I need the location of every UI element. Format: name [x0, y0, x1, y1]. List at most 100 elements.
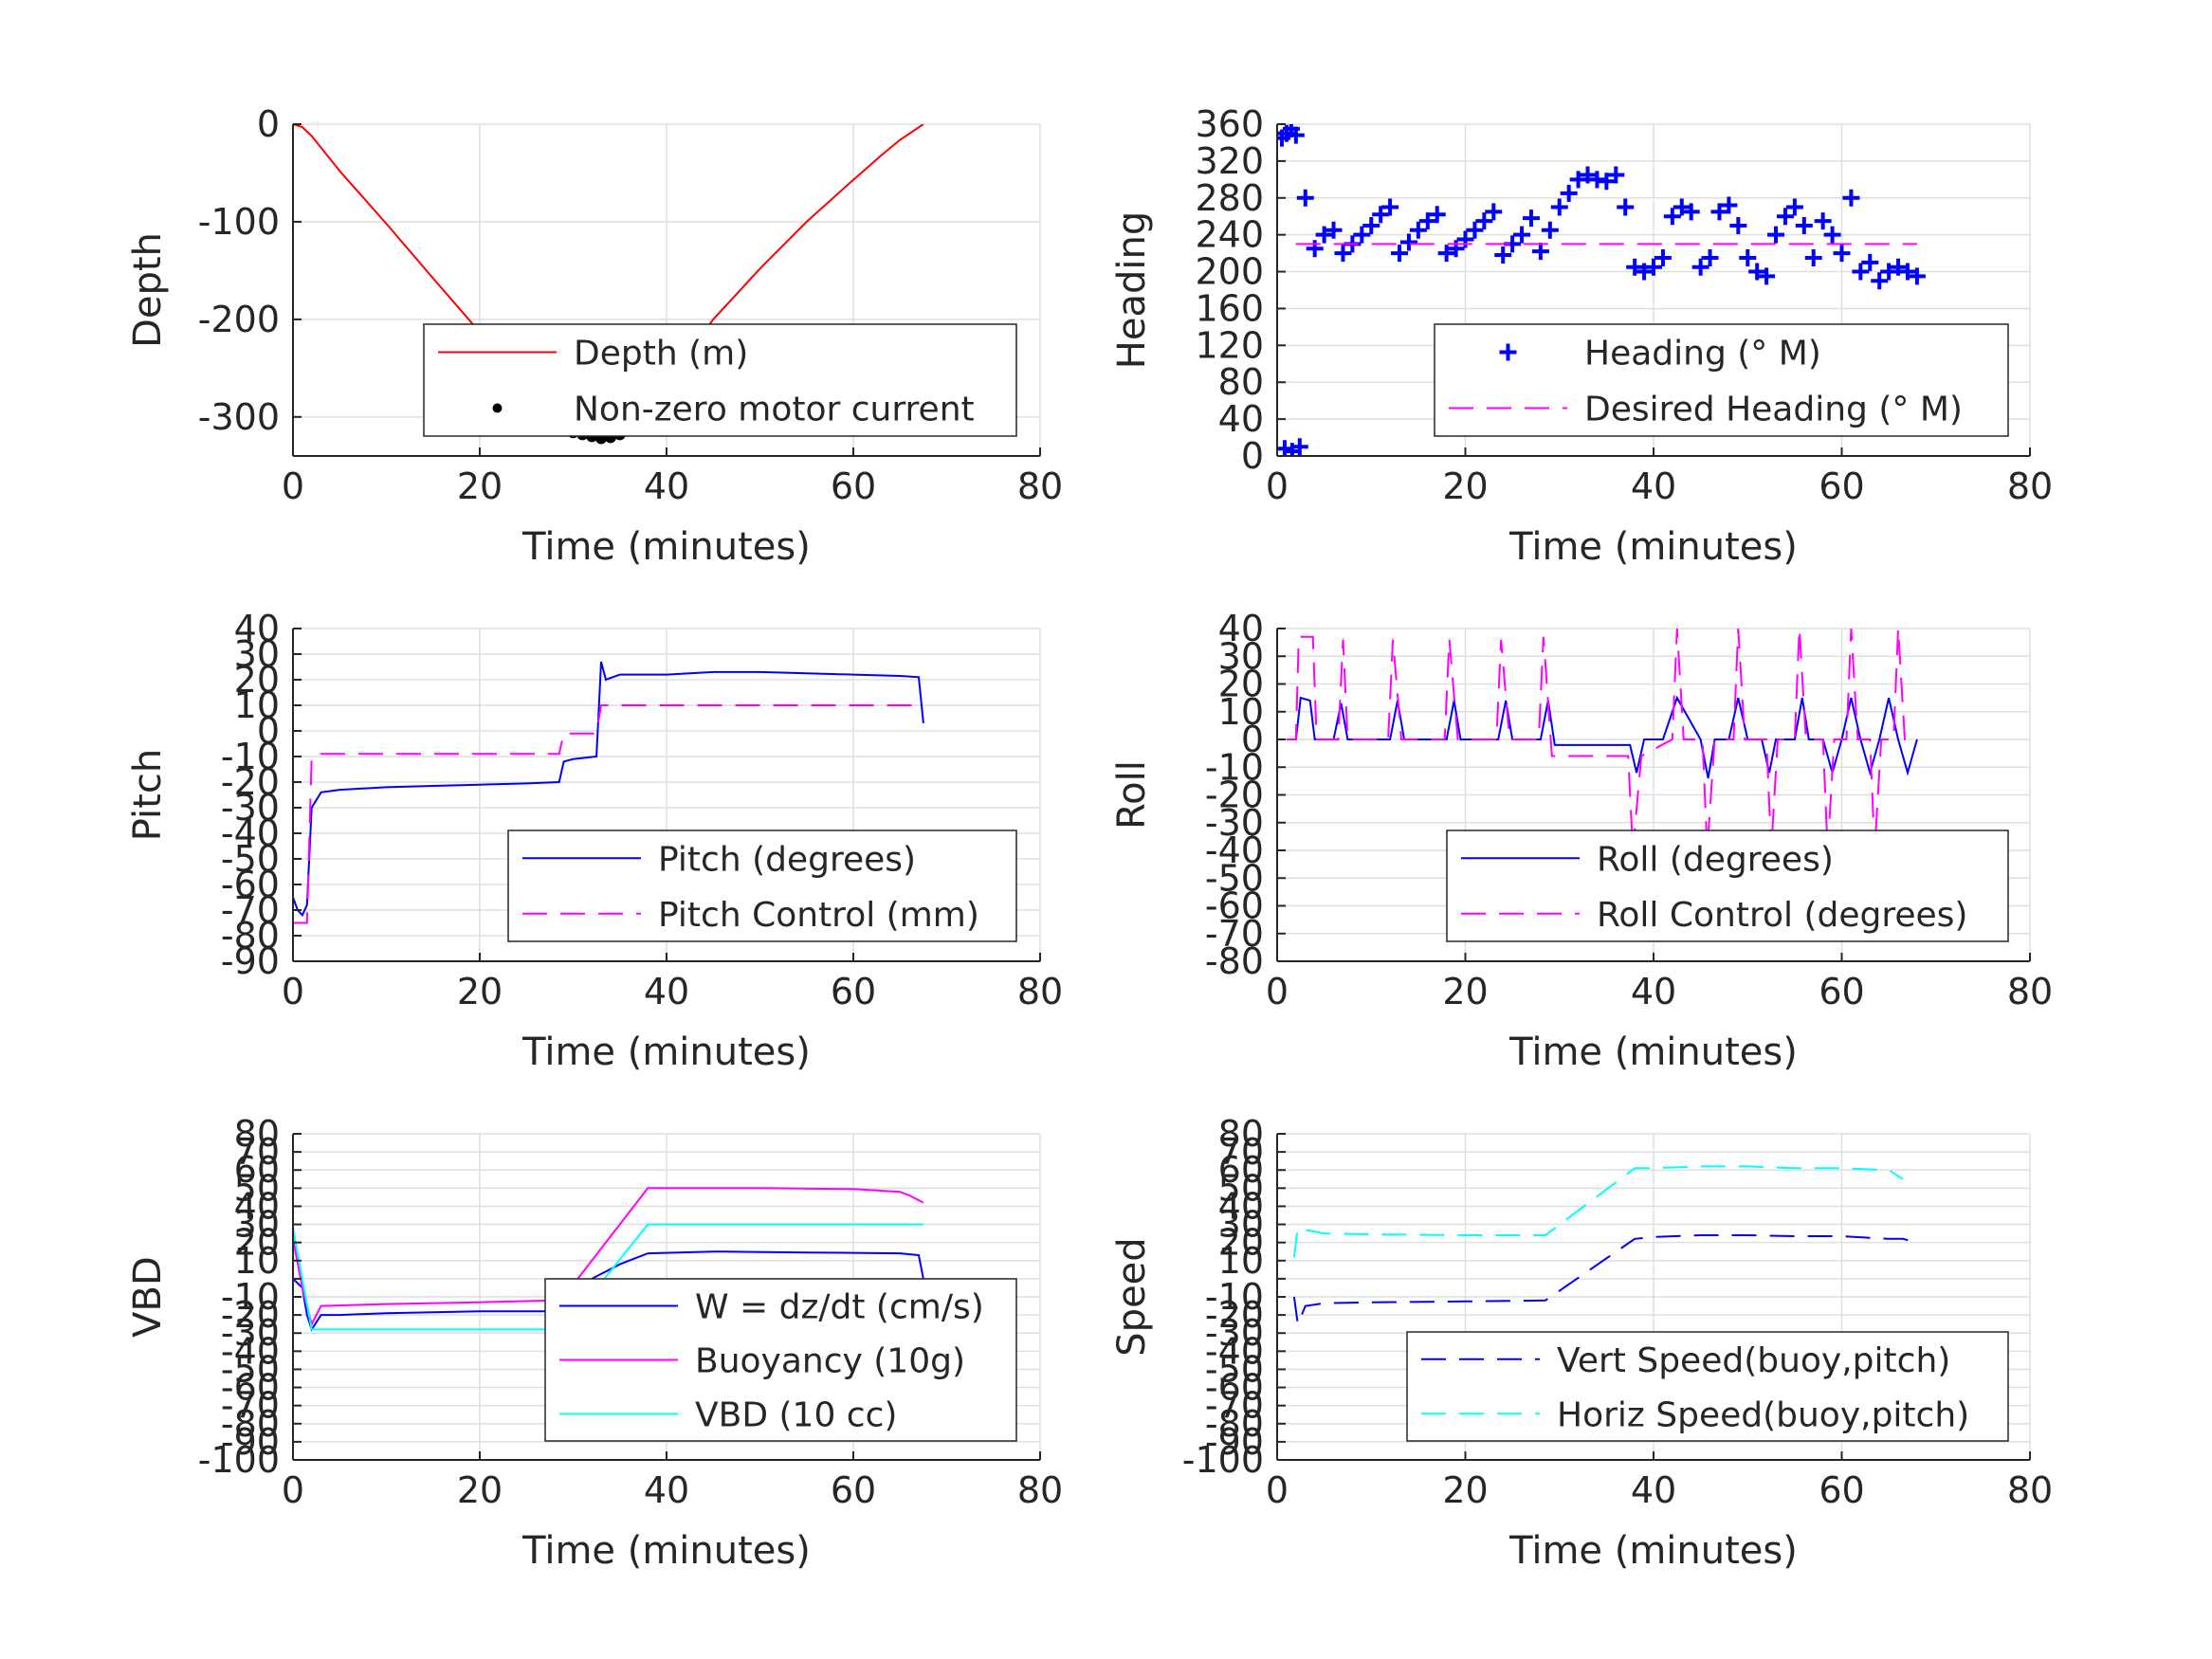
- data-point: [1673, 198, 1691, 216]
- chart-speed: 0 20 40 60 808070605040302010-10-20-30-40-50…: [1110, 1113, 2053, 1573]
- data-point: [1871, 272, 1889, 290]
- y-axis-label: Roll: [1110, 760, 1154, 830]
- y-tick-label: 50: [234, 1167, 280, 1209]
- data-point: [1541, 221, 1559, 239]
- x-axis-label: Time (minutes): [521, 1529, 811, 1573]
- data-point: [1475, 212, 1493, 230]
- data-point: [1833, 245, 1851, 263]
- y-tick-label: 280: [1195, 177, 1264, 219]
- y-tick-label: 160: [1195, 287, 1264, 329]
- data-point: [1381, 198, 1399, 216]
- y-tick-label: 30: [1218, 635, 1264, 677]
- y-tick-label: -80: [1205, 1403, 1264, 1445]
- data-point: [1485, 203, 1503, 221]
- y-tick-label: 120: [1195, 324, 1264, 366]
- y-tick-label: 20: [234, 659, 280, 701]
- y-tick-label: -10: [221, 1276, 280, 1318]
- x-tick-label: 60: [1819, 971, 1864, 1012]
- x-tick-label: 0: [282, 465, 304, 507]
- x-tick-label: 0: [1266, 1469, 1289, 1511]
- legend: Roll (degrees) Roll Control (degrees): [1446, 830, 2009, 942]
- legend-swatch: [492, 403, 503, 413]
- data-point: [1550, 198, 1568, 216]
- series-roll-0: [1286, 695, 1918, 779]
- y-axis-label: VBD: [126, 1256, 170, 1338]
- y-tick-label: 10: [234, 1240, 280, 1282]
- x-tick-label: 80: [1017, 1469, 1063, 1511]
- x-tick-label: 80: [2007, 1469, 2053, 1511]
- legend-box: [1446, 830, 2009, 942]
- y-tick-label: -20: [1205, 1294, 1264, 1336]
- x-tick-label: 40: [644, 465, 689, 507]
- y-tick-label: 40: [1218, 608, 1264, 649]
- data-point: [1739, 248, 1757, 266]
- y-axis-label: Speed: [1110, 1237, 1154, 1356]
- x-tick-label: 60: [831, 971, 876, 1012]
- data-point: [1296, 189, 1314, 207]
- data-point: [1579, 166, 1597, 184]
- series-line: [1292, 1165, 1904, 1258]
- x-axis-label: Time (minutes): [1508, 525, 1798, 569]
- y-tick-label: 60: [1218, 1149, 1264, 1191]
- legend-entry: Heading (° M): [1584, 335, 1821, 374]
- x-tick-label: 40: [1631, 465, 1676, 507]
- legend-box: [1406, 1331, 2009, 1442]
- data-point: [1626, 258, 1644, 276]
- data-point: [1456, 230, 1474, 248]
- data-point: [1391, 245, 1409, 263]
- data-point: [1428, 206, 1446, 224]
- x-tick-label: 80: [1017, 971, 1063, 1012]
- x-axis-label: Time (minutes): [521, 525, 811, 569]
- data-point: [1767, 226, 1785, 244]
- y-tick-label: -60: [221, 864, 280, 905]
- data-point: [1654, 248, 1672, 266]
- legend-entry: Buoyancy (10g): [695, 1342, 965, 1381]
- legend-box: [423, 323, 1017, 437]
- y-tick-label: 30: [234, 1204, 280, 1246]
- y-tick-label: -60: [1205, 1367, 1264, 1409]
- x-axis-label: Time (minutes): [521, 1030, 811, 1074]
- y-tick-label: -300: [198, 396, 280, 438]
- x-tick-label: 20: [457, 971, 503, 1012]
- series-line: [293, 661, 924, 918]
- y-axis-label: Heading: [1110, 211, 1154, 369]
- data-point: [1447, 240, 1465, 258]
- data-point: [1287, 126, 1305, 144]
- y-tick-label: -50: [1205, 857, 1264, 899]
- data-point: [1861, 253, 1879, 271]
- data-point: [1776, 208, 1794, 226]
- series-line: [1292, 1234, 1918, 1328]
- x-tick-label: 40: [1631, 1469, 1676, 1511]
- x-tick-label: 20: [457, 465, 503, 507]
- y-tick-label: -100: [198, 201, 280, 243]
- x-tick-label: 40: [644, 1469, 689, 1511]
- data-point: [1663, 208, 1681, 226]
- x-tick-label: 40: [644, 971, 689, 1012]
- legend-swatch: [1499, 343, 1517, 361]
- x-tick-label: 80: [2007, 971, 2053, 1012]
- y-tick-label: 60: [234, 1149, 280, 1191]
- legend: Vert Speed(buoy,pitch) Horiz Speed(buoy,p…: [1406, 1331, 2009, 1442]
- data-point: [1645, 258, 1662, 276]
- chart-vbd: 0 20 40 60 808070605040302010-10-20-30-40-50…: [126, 1113, 1063, 1573]
- series-speed-1: [1292, 1165, 1904, 1258]
- y-tick-label: 40: [234, 1185, 280, 1227]
- y-tick-label: 70: [234, 1131, 280, 1173]
- data-point: [1522, 210, 1540, 228]
- y-tick-label: 20: [234, 1222, 280, 1264]
- x-tick-label: 80: [2007, 465, 2053, 507]
- y-tick-label: -90: [221, 940, 280, 982]
- y-tick-label: -40: [1205, 1330, 1264, 1372]
- legend-entry: Desired Heading (° M): [1584, 391, 1963, 429]
- y-tick-label: 70: [1218, 1131, 1264, 1173]
- y-tick-label: 10: [1218, 1240, 1264, 1282]
- y-tick-label: -90: [1205, 1421, 1264, 1463]
- y-tick-label: -10: [221, 736, 280, 777]
- y-tick-label: -70: [1205, 913, 1264, 955]
- x-tick-label: 0: [1266, 465, 1289, 507]
- y-tick-label: 30: [234, 633, 280, 675]
- data-point: [1710, 203, 1728, 221]
- y-tick-label: 240: [1195, 214, 1264, 256]
- x-axis-label: Time (minutes): [1508, 1030, 1798, 1074]
- series-vbd-2: [293, 1223, 923, 1331]
